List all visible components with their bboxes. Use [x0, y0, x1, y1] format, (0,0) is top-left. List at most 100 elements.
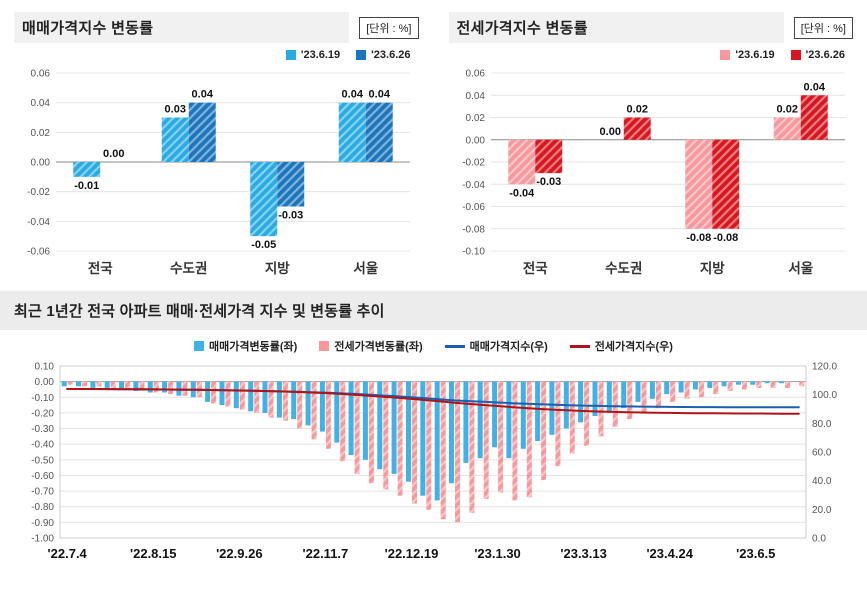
- svg-text:지방: 지방: [699, 260, 724, 276]
- svg-text:-0.03: -0.03: [278, 210, 303, 222]
- svg-text:-0.80: -0.80: [31, 502, 54, 513]
- legend-label: 전세가격지수(우): [594, 341, 673, 353]
- svg-text:'23.1.30: '23.1.30: [474, 546, 520, 561]
- svg-text:0.00: 0.00: [35, 377, 55, 388]
- legend-item: '23.6.26: [356, 49, 411, 61]
- trend-combo-chart: 0.10 0.00 -0.10 -0.20 -0.30 -0.40 -0.50 -0.60 -0…: [14, 356, 853, 580]
- legend-label: 매매가격지수(우): [469, 341, 548, 353]
- svg-text:100.0: 100.0: [812, 390, 837, 401]
- svg-text:-0.10: -0.10: [462, 247, 485, 258]
- svg-text:-0.30: -0.30: [31, 424, 54, 435]
- legend-item: '23.6.19: [720, 49, 775, 61]
- svg-text:-0.08: -0.08: [713, 232, 738, 244]
- svg-text:0.06: 0.06: [31, 69, 51, 80]
- svg-text:-0.02: -0.02: [27, 187, 50, 198]
- svg-text:-0.04: -0.04: [27, 217, 50, 228]
- svg-text:서울: 서울: [788, 260, 813, 276]
- svg-text:0.02: 0.02: [31, 128, 51, 139]
- legend-line-swatch: [569, 344, 590, 348]
- jeonse-change-chart: 0.06 0.04 0.02 0.00 -0.02 -0.04 -0.06 -0.08 -0.1…: [449, 63, 854, 283]
- legend-item: '23.6.19: [285, 49, 341, 61]
- svg-text:-1.00: -1.00: [31, 534, 54, 545]
- legend-line-swatch: [444, 344, 465, 348]
- svg-text:0.0: 0.0: [812, 534, 826, 545]
- svg-text:60.0: 60.0: [812, 448, 832, 459]
- svg-text:-0.08: -0.08: [686, 232, 711, 244]
- svg-text:0.03: 0.03: [165, 104, 186, 116]
- unit-label: [단위 : %]: [793, 16, 853, 39]
- svg-text:120.0: 120.0: [812, 362, 837, 373]
- svg-text:0.04: 0.04: [342, 89, 364, 101]
- svg-text:'23.3.13: '23.3.13: [560, 546, 606, 561]
- legend-square-swatch: [790, 50, 801, 60]
- sales-change-title: 매매가격지수 변동률: [14, 12, 350, 43]
- svg-text:전국: 전국: [522, 260, 547, 276]
- legend-item: 전세가격지수(우): [569, 338, 673, 354]
- legend-label: '23.6.19: [735, 49, 775, 61]
- jeonse-change-title: 전세가격지수 변동률: [448, 12, 784, 43]
- svg-text:0.00: 0.00: [465, 135, 485, 146]
- trend-legend: 매매가격변동률(좌) 전세가격변동률(좌) 매매가격지수(우) 전세가격지수(우): [14, 334, 853, 356]
- sales-change-header: 매매가격지수 변동률 [단위 : %]: [14, 12, 419, 43]
- svg-text:0.00: 0.00: [31, 158, 51, 169]
- svg-text:서울: 서울: [353, 260, 378, 276]
- svg-text:-0.10: -0.10: [31, 393, 54, 404]
- unit-label: [단위 : %]: [359, 16, 419, 39]
- svg-text:0.00: 0.00: [103, 148, 124, 160]
- legend-item: 매매가격지수(우): [444, 338, 548, 354]
- svg-text:'23.4.24: '23.4.24: [646, 546, 693, 561]
- svg-text:0.00: 0.00: [599, 126, 620, 138]
- trend-panel: 매매가격변동률(좌) 전세가격변동률(좌) 매매가격지수(우) 전세가격지수(우) 0…: [0, 330, 867, 580]
- svg-text:-0.04: -0.04: [509, 187, 535, 199]
- svg-text:0.04: 0.04: [369, 89, 391, 101]
- svg-text:-0.03: -0.03: [536, 176, 561, 188]
- svg-text:40.0: 40.0: [812, 476, 832, 487]
- svg-text:0.04: 0.04: [31, 98, 51, 109]
- top-charts-row: 매매가격지수 변동률 [단위 : %] '23.6.19 '23.6.26 0.0…: [0, 0, 867, 283]
- svg-text:-0.50: -0.50: [31, 455, 54, 466]
- svg-text:0.10: 0.10: [35, 362, 55, 373]
- svg-text:-0.40: -0.40: [31, 440, 54, 451]
- svg-text:-0.01: -0.01: [74, 180, 99, 192]
- svg-text:0.02: 0.02: [626, 104, 647, 116]
- svg-text:-0.06: -0.06: [27, 247, 50, 258]
- legend-square-swatch: [194, 341, 205, 351]
- svg-text:지방: 지방: [265, 260, 290, 276]
- legend-label: 전세가격변동률(좌): [334, 341, 423, 353]
- svg-text:-0.04: -0.04: [462, 180, 485, 191]
- svg-text:'22.7.4: '22.7.4: [48, 546, 88, 561]
- svg-text:80.0: 80.0: [812, 419, 832, 430]
- legend-square-swatch: [285, 50, 296, 60]
- legend-square-swatch: [319, 341, 330, 351]
- svg-text:-0.02: -0.02: [462, 158, 485, 169]
- page: 매매가격지수 변동률 [단위 : %] '23.6.19 '23.6.26 0.0…: [0, 0, 867, 580]
- legend-item: 매매가격변동률(좌): [194, 338, 297, 354]
- svg-text:0.04: 0.04: [465, 91, 485, 102]
- svg-text:0.02: 0.02: [465, 113, 485, 124]
- legend-item: '23.6.26: [790, 49, 845, 61]
- sales-change-legend: '23.6.19 '23.6.26: [14, 43, 419, 63]
- svg-text:-0.05: -0.05: [251, 239, 276, 251]
- legend-label: '23.6.26: [805, 49, 845, 61]
- svg-text:'23.6.5: '23.6.5: [736, 546, 775, 561]
- svg-text:0.04: 0.04: [803, 81, 825, 93]
- jeonse-change-header: 전세가격지수 변동률 [단위 : %]: [448, 12, 853, 43]
- svg-text:20.0: 20.0: [812, 505, 832, 516]
- svg-text:-0.90: -0.90: [31, 518, 54, 529]
- svg-text:0.06: 0.06: [465, 69, 485, 80]
- svg-text:-0.60: -0.60: [31, 471, 54, 482]
- svg-text:수도권: 수도권: [605, 261, 642, 276]
- svg-text:'22.11.7: '22.11.7: [303, 546, 349, 561]
- svg-text:'22.8.15: '22.8.15: [130, 546, 176, 561]
- svg-text:0.04: 0.04: [192, 89, 214, 101]
- legend-label: '23.6.26: [371, 49, 411, 61]
- svg-text:-0.70: -0.70: [31, 487, 54, 498]
- legend-label: '23.6.19: [300, 49, 341, 61]
- jeonse-change-panel: 전세가격지수 변동률 [단위 : %] '23.6.19 '23.6.26 0.0…: [448, 12, 854, 283]
- svg-text:0.02: 0.02: [776, 104, 797, 116]
- legend-square-swatch: [720, 50, 731, 60]
- sales-change-chart: 0.06 0.04 0.02 0.00 -0.02 -0.04 -0.06 전국 -0.01 0.…: [14, 63, 419, 283]
- legend-square-swatch: [356, 50, 367, 60]
- svg-text:-0.20: -0.20: [31, 408, 54, 419]
- sales-change-panel: 매매가격지수 변동률 [단위 : %] '23.6.19 '23.6.26 0.0…: [14, 12, 419, 283]
